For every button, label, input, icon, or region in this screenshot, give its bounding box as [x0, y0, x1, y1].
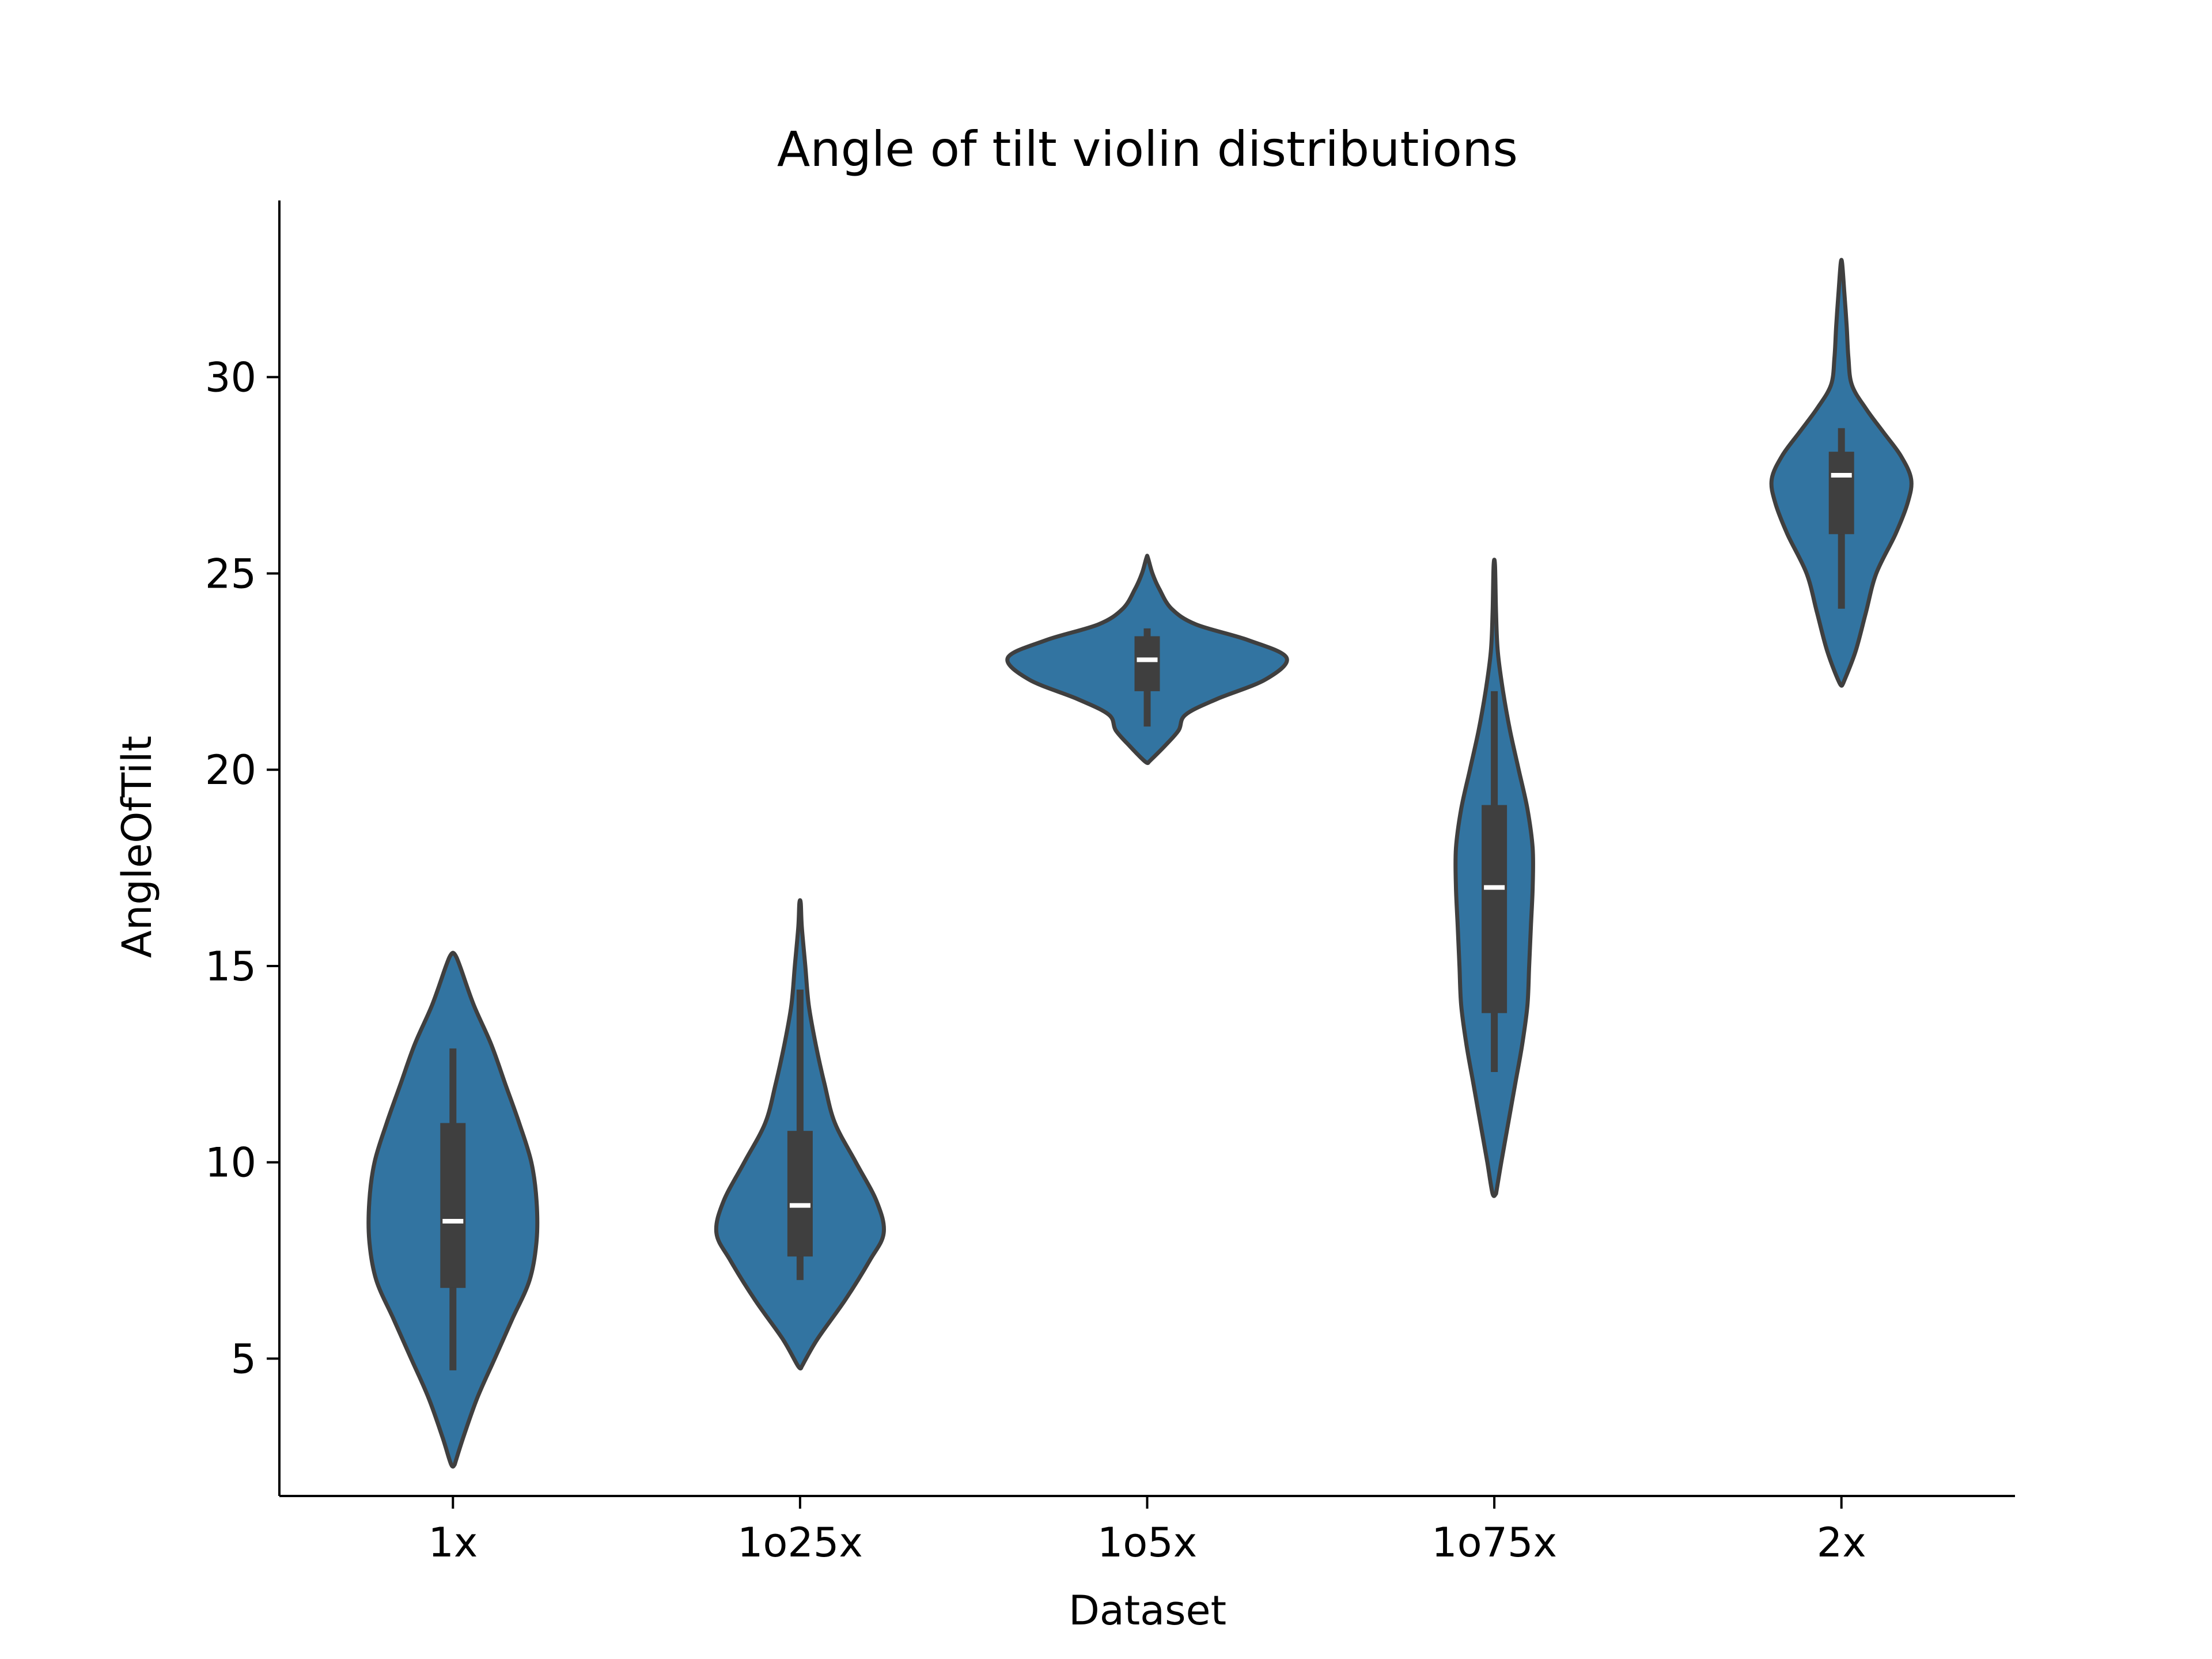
x-tick-label: 1o75x	[1431, 1519, 1557, 1566]
violin-iqr-box	[440, 1123, 466, 1288]
x-tick-label: 1o5x	[1097, 1519, 1197, 1566]
x-tick-label: 1x	[428, 1519, 478, 1566]
boxes-layer	[440, 428, 1854, 1370]
violin-iqr-box	[1482, 805, 1508, 1013]
y-axis-label: AngleOfTilt	[113, 736, 161, 958]
y-tick-label: 20	[205, 747, 256, 794]
violin-iqr-box	[787, 1131, 813, 1257]
x-ticks: 1x 1o25x 1o5x 1o75x 2x	[428, 1496, 1866, 1566]
x-tick-label: 2x	[1817, 1519, 1866, 1566]
x-tick-label: 1o25x	[737, 1519, 863, 1566]
violin-iqr-box	[1134, 636, 1160, 691]
chart-title: Angle of tilt violin distributions	[777, 121, 1518, 177]
y-ticks: 5 10 15 20 25 30	[205, 354, 279, 1382]
y-tick-label: 5	[230, 1335, 256, 1382]
y-tick-label: 30	[205, 354, 256, 402]
violin-iqr-box	[1828, 452, 1854, 535]
violins-layer	[366, 257, 1914, 1469]
y-tick-label: 15	[205, 943, 256, 990]
x-axis-label: Dataset	[1069, 1587, 1226, 1634]
y-tick-label: 25	[205, 550, 256, 597]
y-tick-label: 10	[205, 1139, 256, 1187]
